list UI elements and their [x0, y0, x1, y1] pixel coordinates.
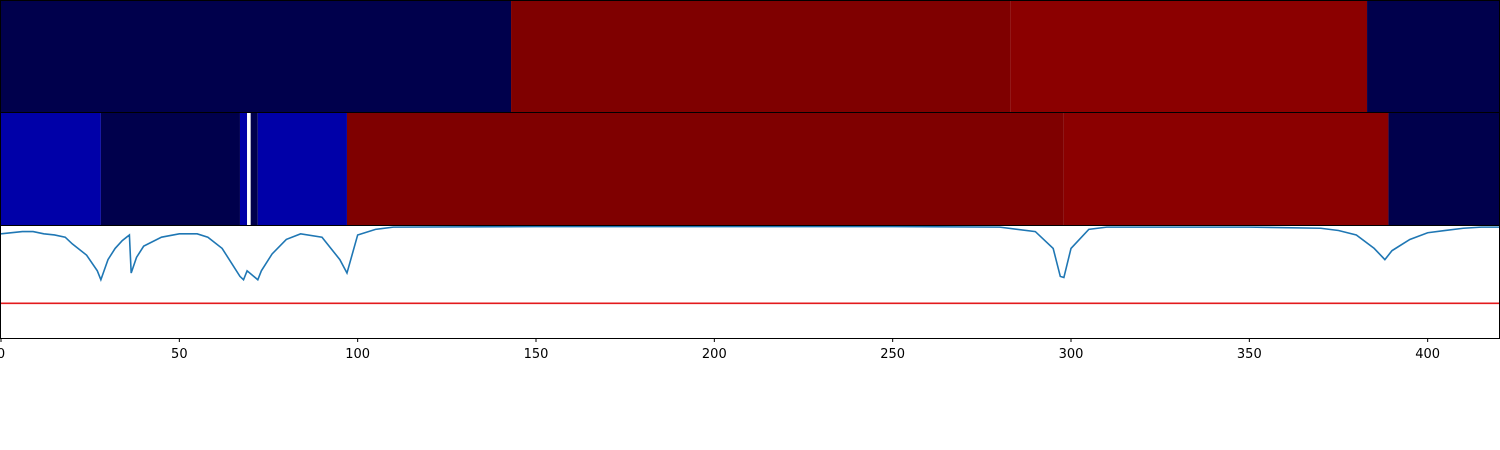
heatmap-row-1 — [1, 1, 1499, 112]
x-tick-label: 300 — [1059, 347, 1084, 362]
heatmap-cell-row2-2 — [100, 113, 240, 225]
x-tick-label: 400 — [1415, 347, 1440, 362]
heatmap-cell-row2-5 — [250, 113, 258, 225]
heatmap-cell-row2-6 — [257, 113, 347, 225]
heatmap-cell-row2-3 — [239, 113, 248, 225]
x-tick-label: 50 — [171, 347, 188, 362]
heatmap-cell-row2-1 — [1, 113, 101, 225]
heatmap-cell-row2-7 — [346, 113, 1064, 225]
heatmap-cell-row2-8 — [1063, 113, 1389, 225]
x-tick-label: 150 — [524, 347, 549, 362]
heatmap-cell-row2-4 — [247, 113, 251, 225]
x-tick-label: 0 — [0, 347, 5, 362]
x-tick-label: 100 — [345, 347, 370, 362]
x-tick-label: 200 — [702, 347, 727, 362]
heatmap-cell-row1-4 — [1367, 1, 1499, 112]
heatmap-cell-row1-2 — [511, 1, 1011, 112]
panel-frame-3 — [0, 225, 1500, 339]
x-axis: 0 50 100 150 200 250 300 350 400 — [0, 338, 1440, 362]
heatmap-cell-row2-9 — [1388, 113, 1499, 225]
x-tick-label: 250 — [880, 347, 905, 362]
heatmap-row-2 — [1, 113, 1499, 225]
x-tick-label: 350 — [1237, 347, 1262, 362]
heatmap-cell-row1-1 — [1, 1, 512, 112]
series-line — [0, 225, 1499, 283]
line-panel — [0, 225, 1499, 305]
heatmap-cell-row1-3 — [1010, 1, 1368, 112]
